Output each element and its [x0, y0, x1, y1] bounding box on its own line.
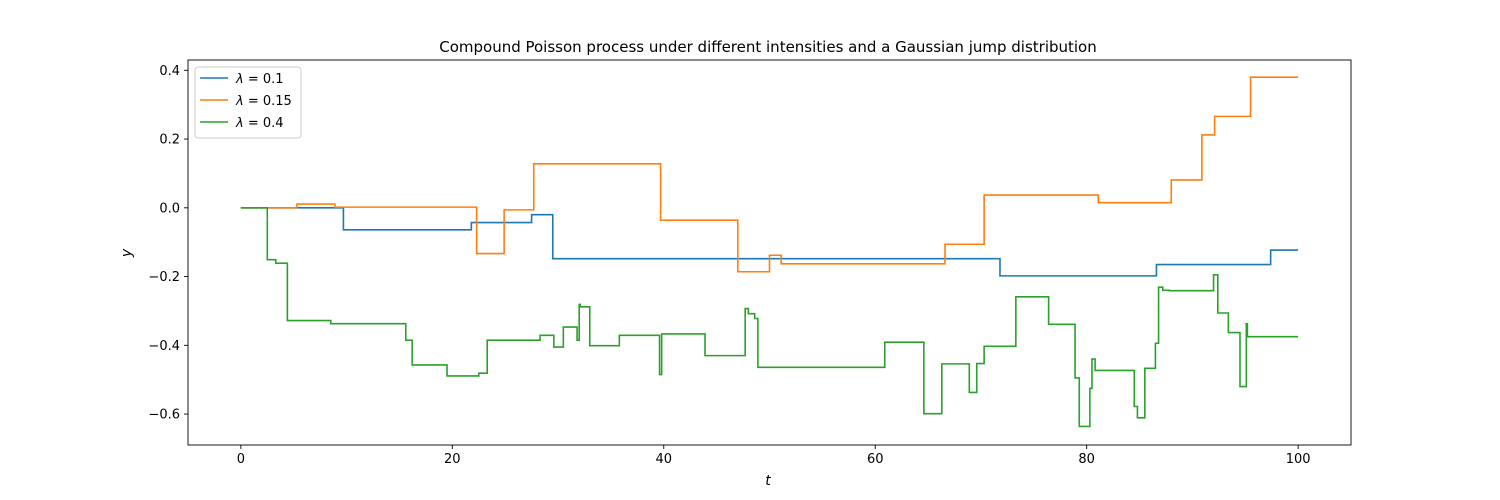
series-line-2 — [240, 76, 1299, 273]
legend: λ = 0.1 λ = 0.15 λ = 0.4 — [194, 66, 302, 139]
y-tick-label: −0.6 — [148, 408, 180, 423]
x-tick-label: 80 — [1078, 452, 1095, 467]
plot-area: 0 20 40 60 80 100 −0.6 −0.4 −0.2 0.0 0.2 0.4 — [148, 59, 1352, 467]
x-axis-label: t — [765, 473, 771, 489]
x-tick-label: 20 — [444, 452, 461, 467]
legend-label-1: λ = 0.1 — [235, 72, 284, 87]
series-line-3 — [240, 207, 1299, 428]
legend-label-2: λ = 0.15 — [235, 94, 292, 109]
y-tick-label: −0.4 — [148, 339, 180, 354]
x-tick-label: 60 — [867, 452, 884, 467]
plot-frame — [187, 59, 1352, 446]
y-tick-label: 0.0 — [159, 201, 180, 216]
legend-label-3: λ = 0.4 — [235, 116, 284, 131]
legend-box — [194, 66, 302, 139]
y-axis-label: y — [119, 248, 135, 258]
y-tick-label: −0.2 — [148, 270, 180, 285]
x-tick-label: 100 — [1286, 452, 1311, 467]
y-tick-label: 0.4 — [159, 64, 180, 79]
x-tick-label: 0 — [237, 452, 245, 467]
y-tick-label: 0.2 — [159, 133, 180, 148]
chart-title: Compound Poisson process under different… — [439, 38, 1097, 56]
x-tick-label: 40 — [655, 452, 672, 467]
series-line-1 — [240, 207, 1299, 277]
